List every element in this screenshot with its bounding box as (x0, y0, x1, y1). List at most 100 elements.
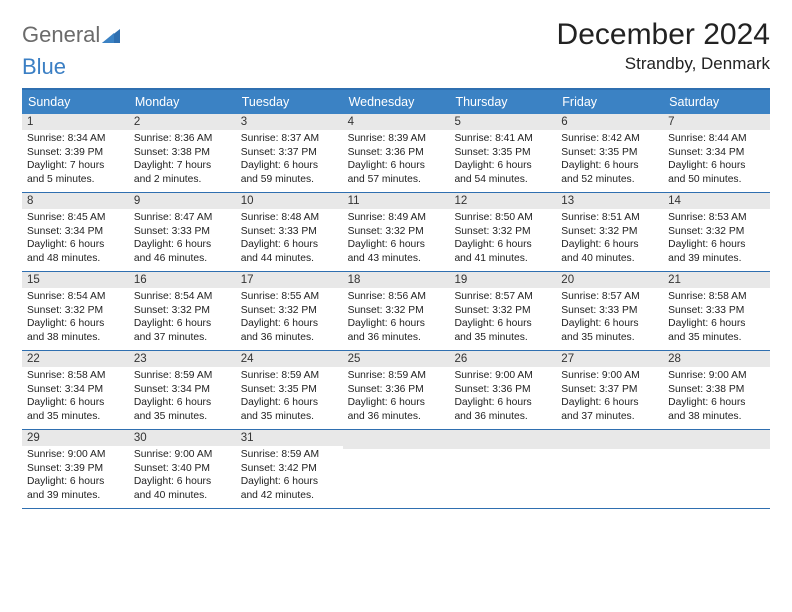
day-number: 19 (449, 272, 556, 288)
day-cell: 31Sunrise: 8:59 AMSunset: 3:42 PMDayligh… (236, 430, 343, 508)
sunset-line: Sunset: 3:36 PM (348, 383, 445, 397)
day-cell: 10Sunrise: 8:48 AMSunset: 3:33 PMDayligh… (236, 193, 343, 271)
daylight-line: Daylight: 6 hours and 38 minutes. (27, 317, 124, 344)
sunrise-line: Sunrise: 8:39 AM (348, 132, 445, 146)
day-number: 17 (236, 272, 343, 288)
day-body: Sunrise: 8:50 AMSunset: 3:32 PMDaylight:… (449, 209, 556, 269)
day-body: Sunrise: 8:47 AMSunset: 3:33 PMDaylight:… (129, 209, 236, 269)
sunset-line: Sunset: 3:33 PM (241, 225, 338, 239)
day-number (343, 430, 450, 449)
day-cell: 6Sunrise: 8:42 AMSunset: 3:35 PMDaylight… (556, 114, 663, 192)
day-header: Friday (556, 90, 663, 114)
day-number (449, 430, 556, 449)
sunset-line: Sunset: 3:33 PM (668, 304, 765, 318)
daylight-line: Daylight: 6 hours and 36 minutes. (241, 317, 338, 344)
day-body: Sunrise: 8:59 AMSunset: 3:34 PMDaylight:… (129, 367, 236, 427)
day-body: Sunrise: 8:48 AMSunset: 3:33 PMDaylight:… (236, 209, 343, 269)
day-number: 22 (22, 351, 129, 367)
day-number: 12 (449, 193, 556, 209)
day-cell: 18Sunrise: 8:56 AMSunset: 3:32 PMDayligh… (343, 272, 450, 350)
day-cell: 21Sunrise: 8:58 AMSunset: 3:33 PMDayligh… (663, 272, 770, 350)
day-header: Wednesday (343, 90, 450, 114)
day-cell (556, 430, 663, 508)
daylight-line: Daylight: 6 hours and 44 minutes. (241, 238, 338, 265)
sunrise-line: Sunrise: 9:00 AM (668, 369, 765, 383)
logo-triangle-icon (102, 27, 122, 43)
sunset-line: Sunset: 3:32 PM (134, 304, 231, 318)
calendar: SundayMondayTuesdayWednesdayThursdayFrid… (22, 88, 770, 509)
day-cell: 20Sunrise: 8:57 AMSunset: 3:33 PMDayligh… (556, 272, 663, 350)
daylight-line: Daylight: 6 hours and 35 minutes. (561, 317, 658, 344)
week-row: 29Sunrise: 9:00 AMSunset: 3:39 PMDayligh… (22, 430, 770, 509)
sunset-line: Sunset: 3:34 PM (27, 383, 124, 397)
day-cell: 14Sunrise: 8:53 AMSunset: 3:32 PMDayligh… (663, 193, 770, 271)
sunset-line: Sunset: 3:42 PM (241, 462, 338, 476)
day-cell: 26Sunrise: 9:00 AMSunset: 3:36 PMDayligh… (449, 351, 556, 429)
day-cell: 16Sunrise: 8:54 AMSunset: 3:32 PMDayligh… (129, 272, 236, 350)
day-cell: 17Sunrise: 8:55 AMSunset: 3:32 PMDayligh… (236, 272, 343, 350)
day-body (343, 449, 450, 455)
day-body (663, 449, 770, 455)
day-header: Sunday (22, 90, 129, 114)
day-cell: 8Sunrise: 8:45 AMSunset: 3:34 PMDaylight… (22, 193, 129, 271)
sunrise-line: Sunrise: 8:54 AM (27, 290, 124, 304)
sunrise-line: Sunrise: 8:47 AM (134, 211, 231, 225)
sunrise-line: Sunrise: 8:50 AM (454, 211, 551, 225)
sunset-line: Sunset: 3:36 PM (454, 383, 551, 397)
sunrise-line: Sunrise: 8:37 AM (241, 132, 338, 146)
day-body: Sunrise: 8:55 AMSunset: 3:32 PMDaylight:… (236, 288, 343, 348)
daylight-line: Daylight: 6 hours and 39 minutes. (668, 238, 765, 265)
sunset-line: Sunset: 3:35 PM (241, 383, 338, 397)
daylight-line: Daylight: 6 hours and 46 minutes. (134, 238, 231, 265)
sunset-line: Sunset: 3:35 PM (454, 146, 551, 160)
day-cell: 7Sunrise: 8:44 AMSunset: 3:34 PMDaylight… (663, 114, 770, 192)
day-cell: 22Sunrise: 8:58 AMSunset: 3:34 PMDayligh… (22, 351, 129, 429)
day-header: Monday (129, 90, 236, 114)
day-number: 21 (663, 272, 770, 288)
sunrise-line: Sunrise: 8:42 AM (561, 132, 658, 146)
day-body: Sunrise: 8:34 AMSunset: 3:39 PMDaylight:… (22, 130, 129, 190)
logo-word2: Blue (22, 54, 770, 80)
logo-word1: General (22, 22, 100, 48)
day-cell (663, 430, 770, 508)
day-cell: 25Sunrise: 8:59 AMSunset: 3:36 PMDayligh… (343, 351, 450, 429)
day-body: Sunrise: 9:00 AMSunset: 3:40 PMDaylight:… (129, 446, 236, 506)
day-body: Sunrise: 8:57 AMSunset: 3:33 PMDaylight:… (556, 288, 663, 348)
day-body: Sunrise: 8:44 AMSunset: 3:34 PMDaylight:… (663, 130, 770, 190)
week-row: 1Sunrise: 8:34 AMSunset: 3:39 PMDaylight… (22, 114, 770, 193)
day-number: 31 (236, 430, 343, 446)
sunrise-line: Sunrise: 8:59 AM (348, 369, 445, 383)
daylight-line: Daylight: 6 hours and 57 minutes. (348, 159, 445, 186)
daylight-line: Daylight: 6 hours and 40 minutes. (561, 238, 658, 265)
day-cell: 23Sunrise: 8:59 AMSunset: 3:34 PMDayligh… (129, 351, 236, 429)
sunrise-line: Sunrise: 9:00 AM (27, 448, 124, 462)
day-body: Sunrise: 8:36 AMSunset: 3:38 PMDaylight:… (129, 130, 236, 190)
day-header: Saturday (663, 90, 770, 114)
day-body: Sunrise: 8:37 AMSunset: 3:37 PMDaylight:… (236, 130, 343, 190)
page: General December 2024 Strandby, Denmark … (0, 0, 792, 527)
sunrise-line: Sunrise: 8:45 AM (27, 211, 124, 225)
day-body (556, 449, 663, 455)
sunrise-line: Sunrise: 9:00 AM (134, 448, 231, 462)
sunrise-line: Sunrise: 8:53 AM (668, 211, 765, 225)
day-cell: 5Sunrise: 8:41 AMSunset: 3:35 PMDaylight… (449, 114, 556, 192)
day-number: 27 (556, 351, 663, 367)
daylight-line: Daylight: 6 hours and 43 minutes. (348, 238, 445, 265)
daylight-line: Daylight: 6 hours and 36 minutes. (454, 396, 551, 423)
day-number: 8 (22, 193, 129, 209)
sunrise-line: Sunrise: 8:48 AM (241, 211, 338, 225)
day-body: Sunrise: 8:57 AMSunset: 3:32 PMDaylight:… (449, 288, 556, 348)
day-body: Sunrise: 9:00 AMSunset: 3:39 PMDaylight:… (22, 446, 129, 506)
day-body: Sunrise: 8:59 AMSunset: 3:42 PMDaylight:… (236, 446, 343, 506)
day-body: Sunrise: 8:59 AMSunset: 3:36 PMDaylight:… (343, 367, 450, 427)
day-cell: 12Sunrise: 8:50 AMSunset: 3:32 PMDayligh… (449, 193, 556, 271)
day-body: Sunrise: 8:54 AMSunset: 3:32 PMDaylight:… (129, 288, 236, 348)
day-number: 24 (236, 351, 343, 367)
daylight-line: Daylight: 6 hours and 37 minutes. (134, 317, 231, 344)
day-number: 18 (343, 272, 450, 288)
day-cell: 9Sunrise: 8:47 AMSunset: 3:33 PMDaylight… (129, 193, 236, 271)
sunset-line: Sunset: 3:32 PM (454, 225, 551, 239)
day-cell: 28Sunrise: 9:00 AMSunset: 3:38 PMDayligh… (663, 351, 770, 429)
sunset-line: Sunset: 3:38 PM (668, 383, 765, 397)
day-cell: 3Sunrise: 8:37 AMSunset: 3:37 PMDaylight… (236, 114, 343, 192)
